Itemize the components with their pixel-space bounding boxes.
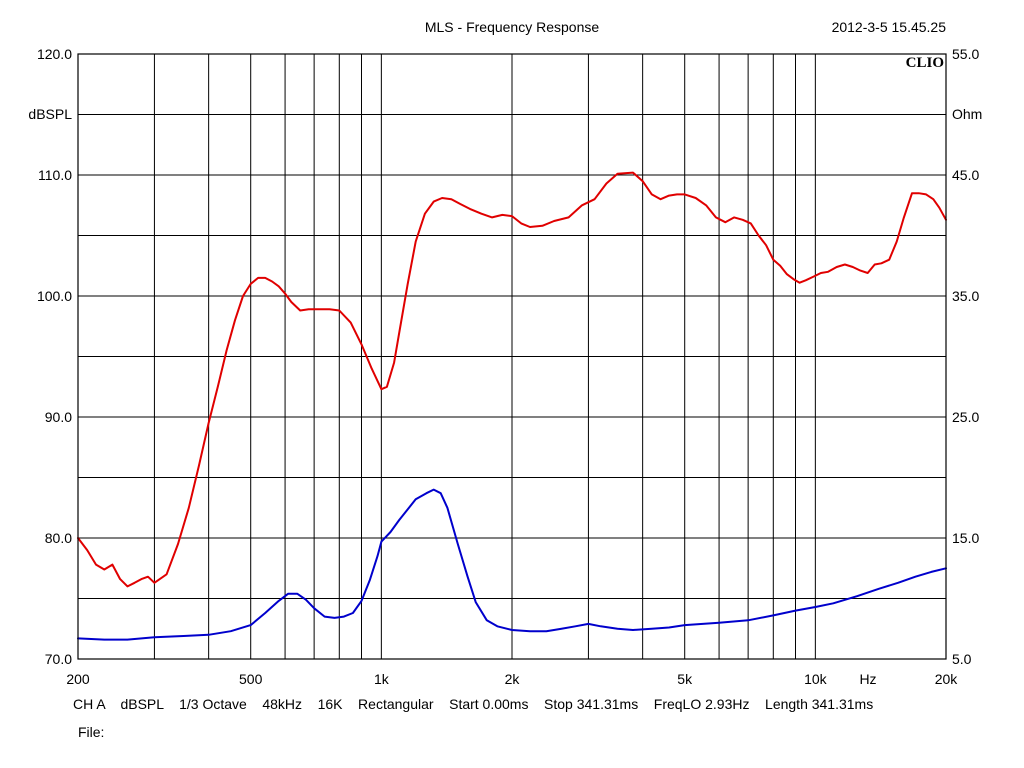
file-label: File: [78,724,105,740]
y-tick-label-0: 120.0 [37,46,72,62]
y2-tick-label-0: 55.0 [952,46,979,62]
x-tick-label-4: 5k [677,671,693,687]
y-tick-label-3: 90.0 [45,409,72,425]
x-tick-label-5: 10k [804,671,828,687]
y2-tick-label-2: 35.0 [952,288,979,304]
axis-labels: 200 500 1k 2k 5k 10k 20k 120.0 110.0 100.0 90.0 80.… [37,46,980,687]
y2-tick-label-3: 25.0 [952,409,979,425]
plot-frame [77,53,947,660]
x-tick-label-1: 500 [239,671,263,687]
y-tick-label-5: 70.0 [45,651,72,667]
y2-axis-label: Ohm [952,106,982,122]
data-curves [77,171,947,641]
chart-title: MLS - Frequency Response [425,19,600,35]
y2-tick-label-1: 45.0 [952,167,979,183]
impedance-curve [77,488,947,641]
y-axis-label: dBSPL [28,106,72,122]
grid-lines [78,54,946,659]
measurement-settings: CH A dBSPL 1/3 Octave 48kHz 16K Rectangu… [73,696,874,712]
spl-curve [77,171,947,588]
y2-tick-label-5: 5.0 [952,651,972,667]
x-tick-label-0: 200 [66,671,90,687]
y-tick-label-4: 80.0 [45,530,72,546]
x-axis-label: Hz [859,671,876,687]
y2-tick-label-4: 15.0 [952,530,979,546]
y-tick-label-1: 110.0 [38,167,72,183]
timestamp: 2012-3-5 15.45.25 [832,19,947,35]
clio-logo: CLIO [906,55,944,71]
x-tick-label-2: 1k [374,671,390,687]
y-tick-label-2: 100.0 [37,288,72,304]
x-tick-label-3: 2k [505,671,521,687]
x-tick-label-6: 20k [935,671,959,687]
